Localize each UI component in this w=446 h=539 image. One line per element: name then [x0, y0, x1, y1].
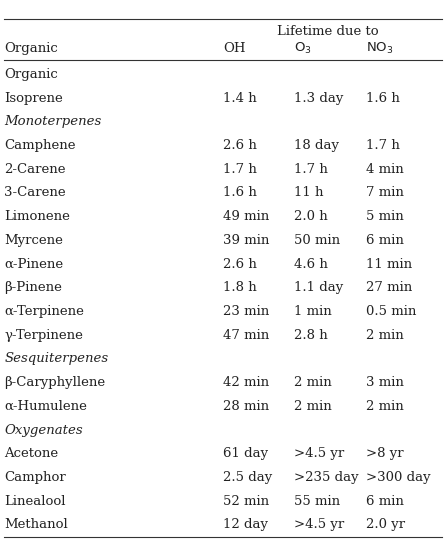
- Text: 47 min: 47 min: [223, 329, 269, 342]
- Text: 52 min: 52 min: [223, 495, 269, 508]
- Text: 2.0 h: 2.0 h: [294, 210, 328, 223]
- Text: >8 yr: >8 yr: [366, 447, 403, 460]
- Text: 4 min: 4 min: [366, 163, 404, 176]
- Text: >300 day: >300 day: [366, 471, 430, 484]
- Text: 39 min: 39 min: [223, 234, 269, 247]
- Text: 1.6 h: 1.6 h: [366, 92, 400, 105]
- Text: β-Pinene: β-Pinene: [4, 281, 62, 294]
- Text: 2 min: 2 min: [294, 400, 332, 413]
- Text: $\mathrm{O_3}$: $\mathrm{O_3}$: [294, 41, 312, 56]
- Text: 1.6 h: 1.6 h: [223, 186, 257, 199]
- Text: Acetone: Acetone: [4, 447, 58, 460]
- Text: 2.0 yr: 2.0 yr: [366, 519, 405, 531]
- Text: 1.7 h: 1.7 h: [366, 139, 400, 152]
- Text: 2.5 day: 2.5 day: [223, 471, 272, 484]
- Text: 1 min: 1 min: [294, 305, 332, 318]
- Text: γ-Terpinene: γ-Terpinene: [4, 329, 83, 342]
- Text: Sesquiterpenes: Sesquiterpenes: [4, 353, 108, 365]
- Text: 28 min: 28 min: [223, 400, 269, 413]
- Text: 50 min: 50 min: [294, 234, 340, 247]
- Text: 6 min: 6 min: [366, 234, 404, 247]
- Text: 11 min: 11 min: [366, 258, 412, 271]
- Text: Lifetime due to: Lifetime due to: [277, 25, 379, 38]
- Text: Linealool: Linealool: [4, 495, 66, 508]
- Text: 11 h: 11 h: [294, 186, 324, 199]
- Text: Camphor: Camphor: [4, 471, 66, 484]
- Text: 1.7 h: 1.7 h: [223, 163, 257, 176]
- Text: 0.5 min: 0.5 min: [366, 305, 416, 318]
- Text: 61 day: 61 day: [223, 447, 268, 460]
- Text: 2.6 h: 2.6 h: [223, 139, 257, 152]
- Text: Methanol: Methanol: [4, 519, 68, 531]
- Text: Organic: Organic: [4, 68, 58, 81]
- Text: Monoterpenes: Monoterpenes: [4, 115, 102, 128]
- Text: Oxygenates: Oxygenates: [4, 424, 83, 437]
- Text: 27 min: 27 min: [366, 281, 412, 294]
- Text: 2.6 h: 2.6 h: [223, 258, 257, 271]
- Text: 7 min: 7 min: [366, 186, 404, 199]
- Text: Myrcene: Myrcene: [4, 234, 63, 247]
- Text: 2-Carene: 2-Carene: [4, 163, 66, 176]
- Text: OH: OH: [223, 42, 245, 55]
- Text: 12 day: 12 day: [223, 519, 268, 531]
- Text: 2 min: 2 min: [366, 329, 404, 342]
- Text: α-Terpinene: α-Terpinene: [4, 305, 84, 318]
- Text: 2.8 h: 2.8 h: [294, 329, 328, 342]
- Text: Camphene: Camphene: [4, 139, 76, 152]
- Text: 42 min: 42 min: [223, 376, 269, 389]
- Text: β-Caryphyllene: β-Caryphyllene: [4, 376, 106, 389]
- Text: >235 day: >235 day: [294, 471, 359, 484]
- Text: Isoprene: Isoprene: [4, 92, 63, 105]
- Text: 1.4 h: 1.4 h: [223, 92, 257, 105]
- Text: 23 min: 23 min: [223, 305, 269, 318]
- Text: 3-Carene: 3-Carene: [4, 186, 66, 199]
- Text: 5 min: 5 min: [366, 210, 404, 223]
- Text: 18 day: 18 day: [294, 139, 339, 152]
- Text: α-Pinene: α-Pinene: [4, 258, 64, 271]
- Text: 1.1 day: 1.1 day: [294, 281, 343, 294]
- Text: 2 min: 2 min: [294, 376, 332, 389]
- Text: 1.3 day: 1.3 day: [294, 92, 344, 105]
- Text: Organic: Organic: [4, 42, 58, 55]
- Text: >4.5 yr: >4.5 yr: [294, 519, 345, 531]
- Text: 4.6 h: 4.6 h: [294, 258, 328, 271]
- Text: 2 min: 2 min: [366, 400, 404, 413]
- Text: α-Humulene: α-Humulene: [4, 400, 87, 413]
- Text: Limonene: Limonene: [4, 210, 70, 223]
- Text: 1.8 h: 1.8 h: [223, 281, 257, 294]
- Text: 6 min: 6 min: [366, 495, 404, 508]
- Text: 55 min: 55 min: [294, 495, 340, 508]
- Text: 49 min: 49 min: [223, 210, 269, 223]
- Text: 3 min: 3 min: [366, 376, 404, 389]
- Text: 1.7 h: 1.7 h: [294, 163, 328, 176]
- Text: >4.5 yr: >4.5 yr: [294, 447, 345, 460]
- Text: $\mathrm{NO_3}$: $\mathrm{NO_3}$: [366, 41, 393, 56]
